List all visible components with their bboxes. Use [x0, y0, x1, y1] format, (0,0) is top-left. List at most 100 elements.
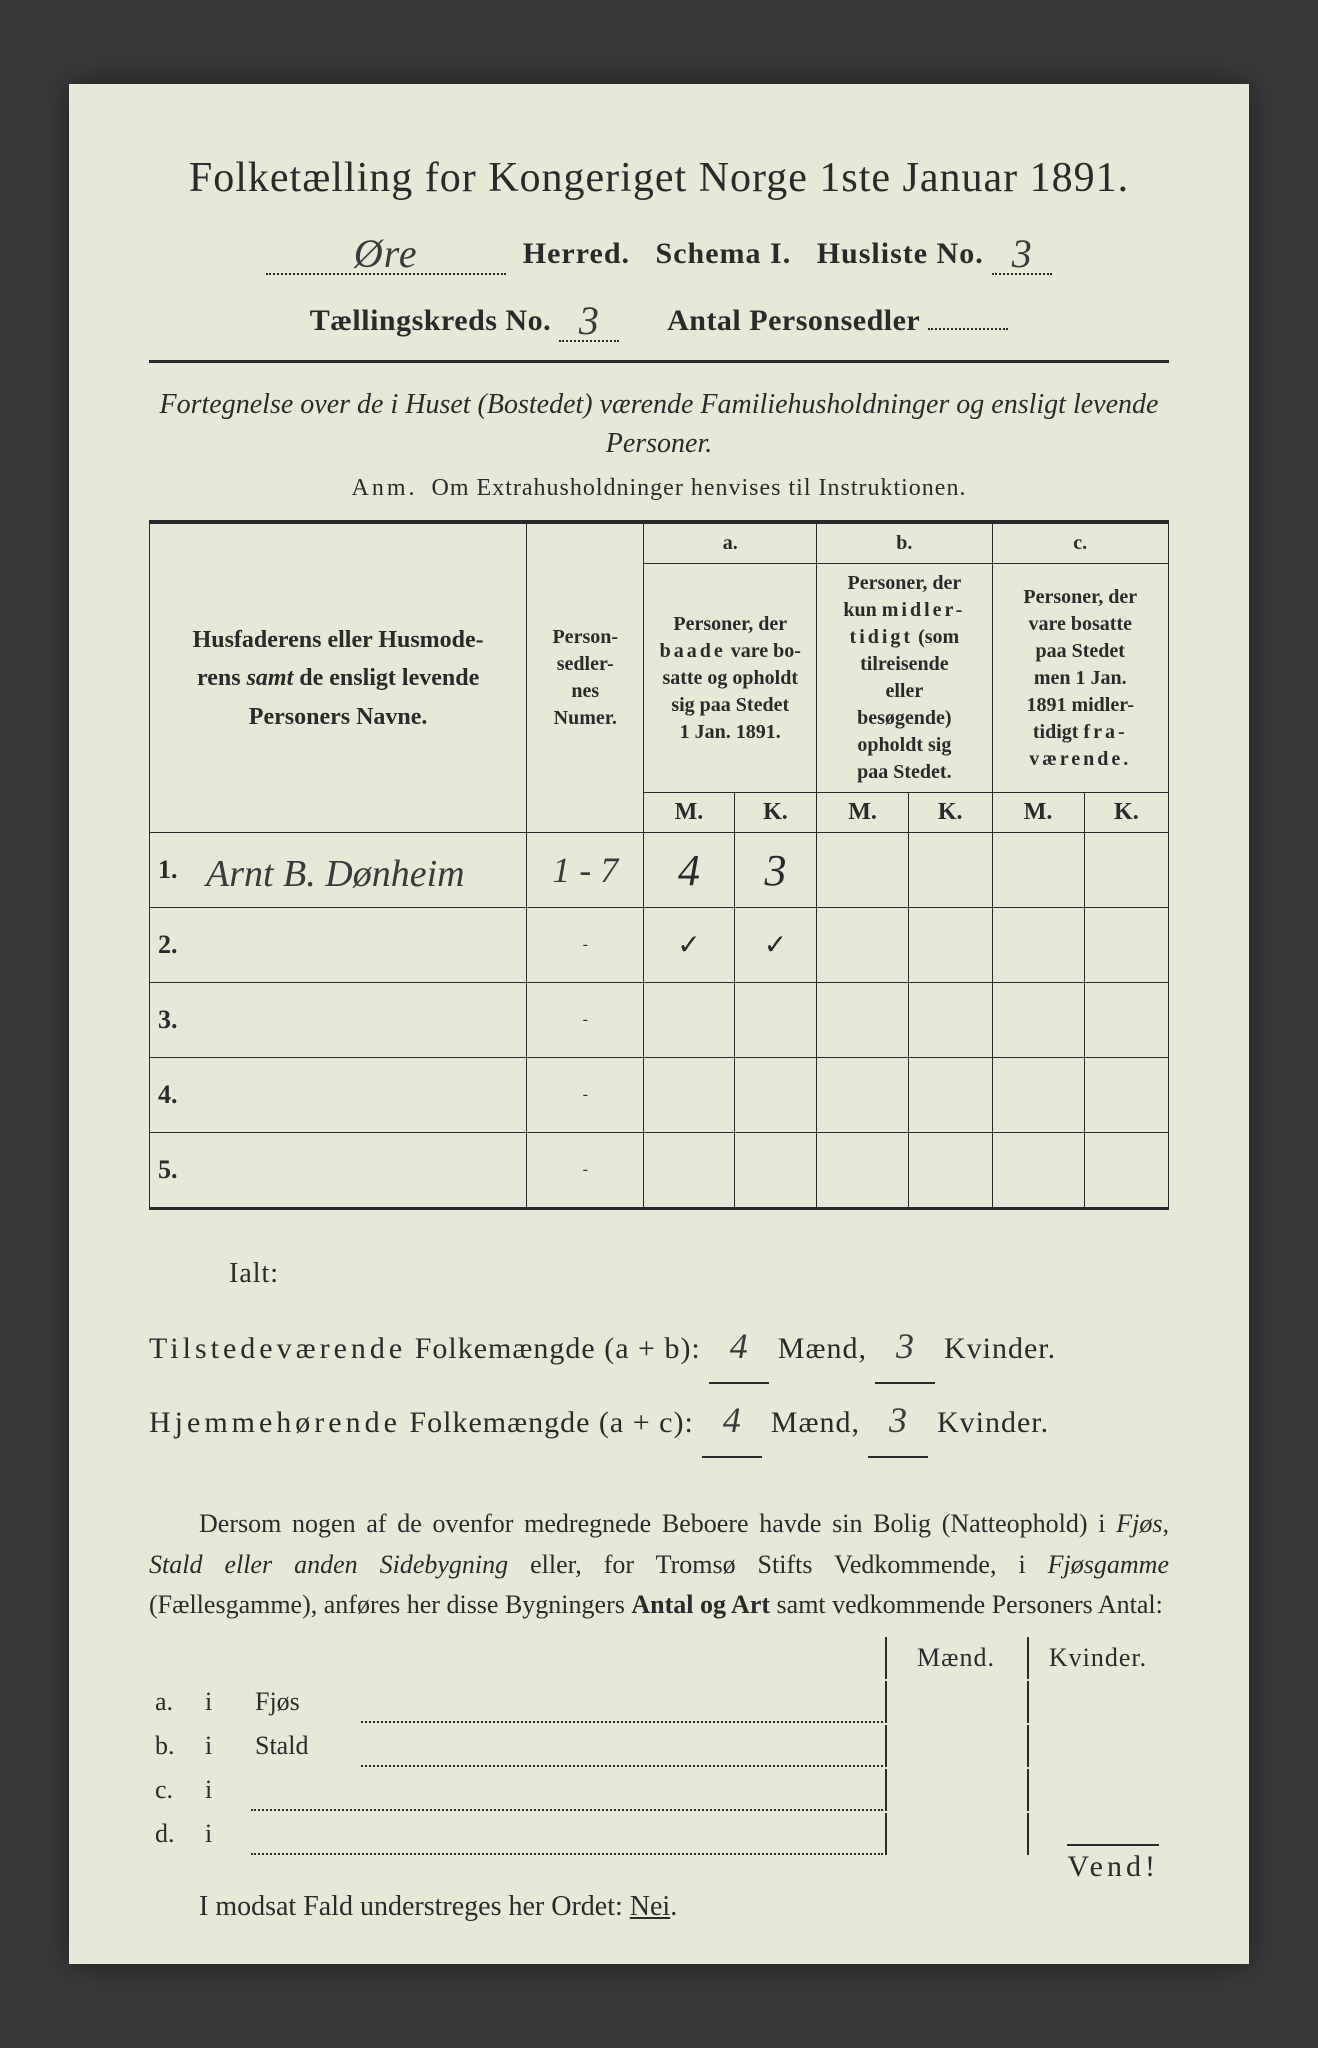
present-k-field: 3 [875, 1310, 935, 1384]
bmini-i: i [201, 1681, 249, 1723]
bmini-head-k: Kvinder. [1027, 1637, 1167, 1679]
cell-c-k [1084, 1133, 1168, 1209]
row-personnum: - [527, 908, 644, 983]
bmini-label: Stald [251, 1725, 359, 1767]
cell-c-k [1084, 1058, 1168, 1133]
herred-value: Øre [354, 231, 418, 276]
totals-line-present: Tilstedeværende Folkemængde (a + b): 4 M… [149, 1310, 1169, 1384]
bmini-row: c. i [151, 1769, 1167, 1811]
col-num-header: Person-sedler-nesNumer. [527, 522, 644, 833]
totals-line-home: Hjemmehørende Folkemængde (a + c): 4 Mæn… [149, 1384, 1169, 1458]
maend-label: Mænd, [771, 1406, 860, 1439]
cell-b-k [908, 1133, 992, 1209]
col-a-top: a. [644, 522, 817, 564]
bmini-key: b. [151, 1725, 199, 1767]
cell-c-m [992, 833, 1084, 908]
col-c-m: M. [992, 793, 1084, 833]
buildings-table: Mænd. Kvinder. a. i Fjøs b. i Stald c. i [149, 1635, 1169, 1857]
schema-label: Schema I. [656, 237, 792, 270]
anm-note: Anm. Anm. Om Extrahusholdninger henvises… [149, 475, 1169, 502]
bmini-row: b. i Stald [151, 1725, 1167, 1767]
bmini-key: a. [151, 1681, 199, 1723]
row-personnum: 1 - 7 [527, 833, 644, 908]
row-name [198, 1058, 527, 1133]
census-table: Husfaderens eller Husmode-rens samt de e… [149, 520, 1169, 1210]
table-row: 1. Arnt B. Dønheim 1 - 7 4 3 [150, 833, 1169, 908]
bmini-row: d. i [151, 1813, 1167, 1855]
row-num: 5. [150, 1133, 199, 1209]
herred-field: Øre [266, 226, 506, 275]
antal-label: Antal Personsedler [667, 304, 920, 337]
home-k-field: 3 [868, 1384, 928, 1458]
kreds-value: 3 [579, 298, 600, 343]
bmini-label: Fjøs [251, 1681, 359, 1723]
cell-b-m [817, 1058, 909, 1133]
header-line-herred: Øre Herred. Schema I. Husliste No. 3 [149, 226, 1169, 275]
row-name [198, 908, 527, 983]
bmini-key: c. [151, 1769, 199, 1811]
cell-a-k [734, 983, 817, 1058]
col-c-top: c. [992, 522, 1169, 564]
cell-c-m [992, 908, 1084, 983]
row-name [198, 983, 527, 1058]
home-m-field: 4 [702, 1384, 762, 1458]
table-row: 3. - [150, 983, 1169, 1058]
bmini-k [1027, 1681, 1167, 1723]
bmini-m [885, 1813, 1025, 1855]
bmini-i: i [201, 1769, 249, 1811]
bmini-m [885, 1769, 1025, 1811]
cell-b-k [908, 833, 992, 908]
col-a-k: K. [734, 793, 817, 833]
row-num: 4. [150, 1058, 199, 1133]
cell-a-m [644, 983, 734, 1058]
bmini-k [1027, 1725, 1167, 1767]
ialt-label: Ialt: [229, 1246, 1169, 1302]
col-c-header: Personer, dervare bosattepaa Stedetmen 1… [992, 564, 1169, 793]
kvinder-label: Kvinder. [937, 1406, 1049, 1439]
row-personnum: - [527, 1133, 644, 1209]
cell-c-m [992, 1133, 1084, 1209]
kreds-field: 3 [559, 293, 619, 342]
cell-c-m [992, 1058, 1084, 1133]
cell-b-m [817, 1133, 909, 1209]
cell-a-m [644, 1058, 734, 1133]
cell-a-k: 3 [734, 833, 817, 908]
divider-top [149, 360, 1169, 363]
col-b-header: Personer, derkun midler-tidigt (somtilre… [817, 564, 992, 793]
row-num: 3. [150, 983, 199, 1058]
cell-a-m [644, 1133, 734, 1209]
cell-b-m [817, 833, 909, 908]
building-paragraph: Dersom nogen af de ovenfor medregnede Be… [149, 1504, 1169, 1625]
cell-c-k [1084, 908, 1168, 983]
nei-line: I modsat Fald understreges her Ordet: Ne… [149, 1891, 1169, 1923]
antal-field [928, 328, 1008, 330]
husliste-field: 3 [992, 226, 1052, 275]
col-a-m: M. [644, 793, 734, 833]
subtitle: Fortegnelse over de i Huset (Bostedet) v… [149, 385, 1169, 463]
herred-label: Herred. [523, 237, 630, 270]
row-name [198, 1133, 527, 1209]
kvinder-label: Kvinder. [944, 1332, 1056, 1365]
cell-a-k: ✓ [734, 908, 817, 983]
cell-a-m: ✓ [644, 908, 734, 983]
col-b-k: K. [908, 793, 992, 833]
cell-a-k [734, 1133, 817, 1209]
bmini-i: i [201, 1813, 249, 1855]
bmini-i: i [201, 1725, 249, 1767]
col-b-m: M. [817, 793, 909, 833]
row-personnum: - [527, 1058, 644, 1133]
col-name-header: Husfaderens eller Husmode-rens samt de e… [150, 522, 527, 833]
cell-c-m [992, 983, 1084, 1058]
cell-b-m [817, 908, 909, 983]
bmini-dots [251, 1769, 883, 1811]
bmini-dots [361, 1725, 883, 1767]
row-num: 2. [150, 908, 199, 983]
col-c-k: K. [1084, 793, 1168, 833]
vend-label: Vend! [1067, 1844, 1159, 1884]
header-line-kreds: Tællingskreds No. 3 Antal Personsedler [149, 293, 1169, 342]
table-row: 2. - ✓ ✓ [150, 908, 1169, 983]
table-row: 4. - [150, 1058, 1169, 1133]
census-form-page: Folketælling for Kongeriget Norge 1ste J… [69, 84, 1249, 1964]
bmini-head-m: Mænd. [885, 1637, 1025, 1679]
cell-a-m: 4 [644, 833, 734, 908]
